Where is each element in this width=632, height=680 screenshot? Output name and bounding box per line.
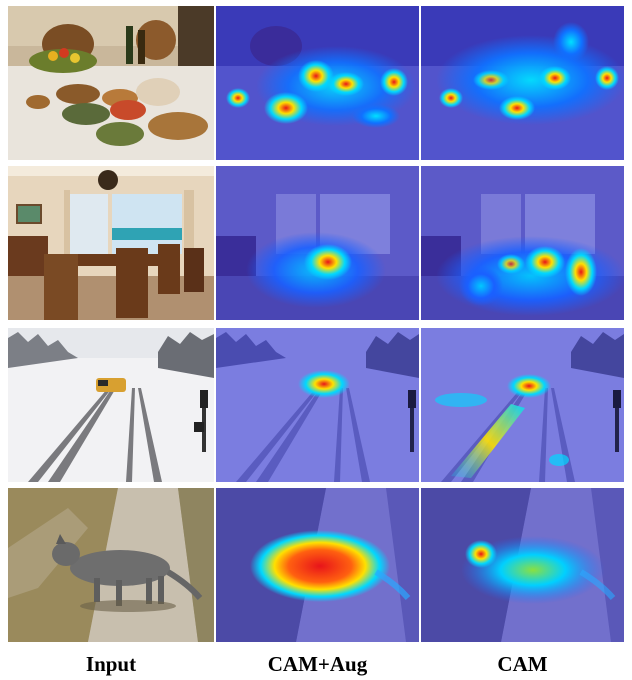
input-image-dining-room	[8, 166, 214, 320]
cam-aug-heatmap-railway	[216, 328, 419, 482]
column-label-input: Input	[85, 652, 137, 676]
cam-heatmap-cat	[421, 488, 624, 642]
cam-heatmap-dining-room	[421, 166, 624, 320]
cam-aug-heatmap-dining-room	[216, 166, 419, 320]
cam-heatmap-food	[421, 6, 624, 160]
column-label-cam: CAM	[497, 652, 548, 676]
row-dining-table-food	[8, 6, 624, 160]
cam-heatmap-railway	[421, 328, 624, 482]
cam-aug-heatmap-food	[216, 6, 419, 160]
column-labels: Input CAM+Aug CAM	[8, 650, 624, 678]
row-cat-on-path	[8, 488, 624, 642]
cam-aug-heatmap-cat	[216, 488, 419, 642]
input-image-cat	[8, 488, 214, 642]
row-dining-room	[8, 166, 624, 320]
column-label-cam-aug: CAM+Aug	[267, 652, 368, 676]
input-image-food	[8, 6, 214, 160]
row-snow-railway-train	[8, 328, 624, 482]
input-image-railway	[8, 328, 214, 482]
